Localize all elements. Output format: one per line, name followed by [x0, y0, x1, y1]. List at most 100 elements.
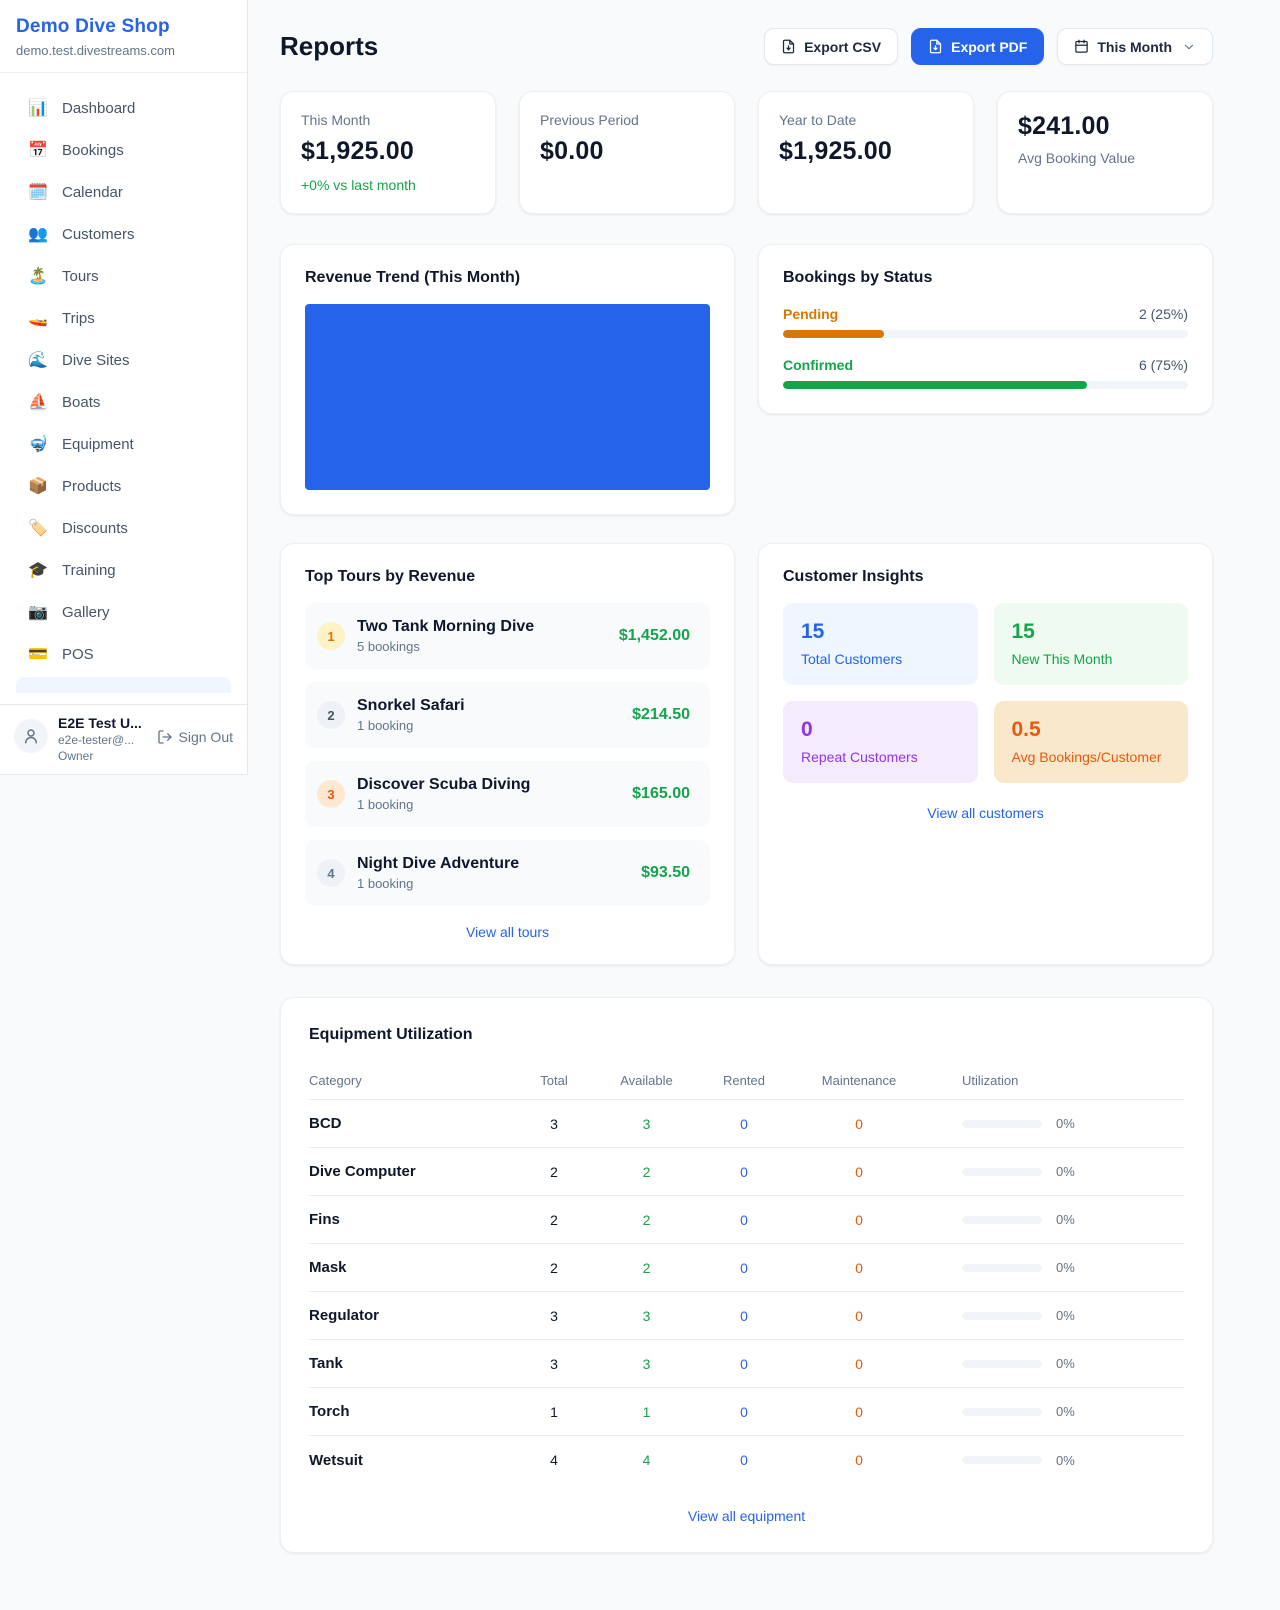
calendar-icon: 🗓️ [28, 184, 48, 201]
sidebar-item-dive-sites[interactable]: 🌊 Dive Sites [12, 339, 235, 381]
sidebar-item-label: Equipment [62, 435, 134, 453]
utilization-label: 0% [1056, 1404, 1075, 1419]
table-row: Tank 3 3 0 0 0% [309, 1340, 1184, 1388]
revenue-trend-chart [305, 304, 710, 490]
tour-item: 1 Two Tank Morning Dive 5 bookings $1,45… [305, 603, 710, 669]
table-header-row: Category Total Available Rented Maintena… [309, 1062, 1184, 1100]
cell-available: 3 [642, 1355, 651, 1372]
status-row-pending: Pending 2 (25%) [783, 306, 1188, 338]
export-pdf-button[interactable]: Export PDF [911, 28, 1045, 65]
status-value: 6 (75%) [1138, 357, 1188, 373]
discounts-icon: 🏷️ [28, 520, 48, 537]
period-dropdown[interactable]: This Month [1057, 28, 1213, 65]
sidebar-item-reports[interactable] [16, 677, 231, 693]
tour-list: 1 Two Tank Morning Dive 5 bookings $1,45… [305, 603, 710, 906]
equipment-utilization-title: Equipment Utilization [309, 1026, 473, 1043]
brand-block: Demo Dive Shop demo.test.divestreams.com [0, 0, 247, 73]
export-csv-label: Export CSV [804, 38, 882, 55]
tour-item: 4 Night Dive Adventure 1 booking $93.50 [305, 840, 710, 906]
tours-icon: 🏝️ [28, 268, 48, 285]
sidebar-item-bookings[interactable]: 📅 Bookings [12, 129, 235, 171]
dashboard-icon: 📊 [28, 100, 48, 117]
cell-category: Fins [309, 1211, 340, 1228]
tour-bookings: 1 booking [357, 876, 414, 891]
insight-label: Total Customers [801, 651, 903, 667]
sidebar-item-label: Calendar [62, 183, 123, 201]
sign-out-button[interactable]: Sign Out [157, 729, 233, 745]
cell-available: 3 [642, 1307, 651, 1324]
tour-name: Night Dive Adventure [357, 855, 520, 872]
utilization-bar [962, 1263, 1042, 1272]
cell-total: 2 [550, 1259, 558, 1276]
sidebar-item-label: Products [62, 477, 122, 495]
sidebar-item-label: Gallery [62, 603, 110, 621]
insight-label: Avg Bookings/Customer [1011, 749, 1162, 765]
stat-value: $0.00 [540, 137, 604, 165]
tour-bookings: 1 booking [357, 797, 414, 812]
tour-name: Two Tank Morning Dive [357, 618, 535, 635]
tour-revenue: $93.50 [641, 864, 690, 881]
sidebar-item-tours[interactable]: 🏝️ Tours [12, 255, 235, 297]
customer-insights-title: Customer Insights [783, 568, 924, 585]
cell-rented: 0 [740, 1452, 748, 1468]
insight-label: Repeat Customers [801, 749, 918, 765]
sidebar-item-trips[interactable]: 🚤 Trips [12, 297, 235, 339]
sidebar-item-calendar[interactable]: 🗓️ Calendar [12, 171, 235, 213]
stat-label: This Month [301, 112, 371, 128]
rank-badge: 4 [317, 859, 345, 887]
sidebar-item-label: Boats [62, 393, 101, 411]
status-row-confirmed: Confirmed 6 (75%) [783, 357, 1188, 389]
cell-utilization: 0% [924, 1356, 1184, 1371]
view-all-equipment-link[interactable]: View all equipment [687, 1508, 806, 1524]
sidebar-item-equipment[interactable]: 🤿 Equipment [12, 423, 235, 465]
stat-delta: +0% vs last month [301, 177, 416, 193]
cell-category: Wetsuit [309, 1451, 363, 1469]
pos-icon: 💳 [28, 646, 48, 663]
table-row: BCD 3 3 0 0 0% [309, 1100, 1184, 1148]
cell-category: Tank [309, 1355, 343, 1372]
cell-category: BCD [309, 1115, 342, 1132]
sidebar-item-customers[interactable]: 👥 Customers [12, 213, 235, 255]
view-all-customers-link[interactable]: View all customers [927, 805, 1044, 821]
sign-out-label: Sign Out [178, 729, 233, 745]
column-header-maintenance: Maintenance [821, 1073, 897, 1088]
period-label: This Month [1097, 38, 1172, 55]
main-content: Reports Export CSV Export PDF This Month [248, 0, 1280, 1593]
utilization-bar [962, 1215, 1042, 1224]
customers-icon: 👥 [28, 226, 48, 243]
stats-row: This Month $1,925.00 +0% vs last month P… [280, 91, 1213, 214]
sidebar-item-pos[interactable]: 💳 POS [12, 633, 235, 675]
cell-available: 2 [642, 1211, 651, 1228]
sidebar-item-discounts[interactable]: 🏷️ Discounts [12, 507, 235, 549]
sidebar-item-boats[interactable]: ⛵ Boats [12, 381, 235, 423]
cell-total: 3 [550, 1355, 558, 1372]
sidebar-item-training[interactable]: 🎓 Training [12, 549, 235, 591]
sidebar-item-label: Tours [62, 267, 99, 285]
stat-label: Previous Period [540, 112, 639, 128]
view-all-tours-link[interactable]: View all tours [465, 924, 549, 940]
avatar [14, 719, 48, 753]
tour-revenue: $165.00 [632, 785, 690, 802]
cell-utilization: 0% [924, 1404, 1184, 1419]
export-csv-button[interactable]: Export CSV [764, 28, 899, 65]
rank-badge: 3 [317, 780, 345, 808]
cell-maintenance: 0 [855, 1403, 863, 1420]
export-pdf-label: Export PDF [951, 38, 1028, 55]
utilization-label: 0% [1056, 1356, 1075, 1371]
cell-available: 2 [642, 1259, 651, 1276]
equipment-icon: 🤿 [28, 436, 48, 453]
sidebar-item-gallery[interactable]: 📷 Gallery [12, 591, 235, 633]
sidebar-item-products[interactable]: 📦 Products [12, 465, 235, 507]
column-header-total: Total [540, 1073, 568, 1088]
cell-rented: 0 [740, 1163, 748, 1180]
utilization-bar [962, 1311, 1042, 1320]
sidebar-item-dashboard[interactable]: 📊 Dashboard [12, 87, 235, 129]
table-row: Fins 2 2 0 0 0% [309, 1196, 1184, 1244]
status-label: Pending [783, 306, 839, 322]
cell-total: 3 [550, 1115, 558, 1132]
progress-track [783, 381, 1188, 389]
column-header-available: Available [620, 1073, 673, 1088]
bookings-icon: 📅 [28, 142, 48, 159]
cell-category: Torch [309, 1403, 350, 1420]
cell-maintenance: 0 [855, 1355, 863, 1372]
